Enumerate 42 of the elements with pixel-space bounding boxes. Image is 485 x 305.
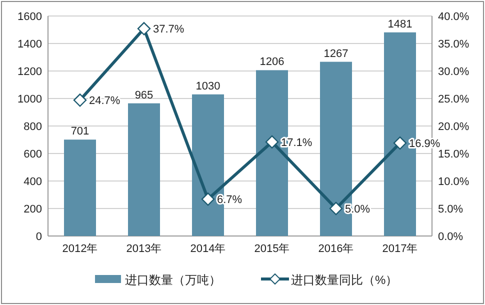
bar	[64, 140, 96, 236]
x-tick-label: 2013年	[126, 243, 162, 255]
y2-tick-label: 40.0%	[438, 11, 470, 23]
y-tick-label: 1000	[18, 94, 42, 106]
y2-tick-label: 25.0%	[438, 94, 470, 106]
data-label: 701	[70, 126, 90, 138]
data-label: 1481	[388, 18, 412, 30]
point	[73, 94, 87, 107]
y-tick-label: 1400	[18, 38, 42, 50]
y-tick-label: 0	[36, 231, 42, 243]
data-label: 1267	[324, 48, 348, 60]
data-label: 1030	[196, 80, 220, 92]
point	[393, 136, 407, 150]
bar	[128, 103, 160, 236]
x-tick-label: 2017年	[382, 243, 418, 255]
x-tick-label: 2015年	[254, 243, 290, 255]
data-label: 24.7%	[89, 95, 120, 108]
legend-label: 进口数量同比（%）	[291, 273, 398, 287]
y2-tick-label: 20.0%	[438, 121, 470, 133]
y2-tick-label: 15.0%	[438, 148, 470, 160]
y2-tick-label: 5.0%	[438, 204, 464, 216]
legend-label: 进口数量（万吨）	[125, 273, 221, 287]
y-tick-label: 600	[24, 148, 42, 160]
x-tick-label: 2012年	[62, 243, 98, 255]
y-tick-label: 400	[24, 176, 42, 188]
point	[201, 192, 215, 206]
y-tick-label: 1200	[18, 66, 42, 78]
y-tick-label: 800	[24, 121, 42, 133]
point	[265, 135, 279, 149]
data-label: 1206	[260, 56, 284, 68]
y2-tick-label: 30.0%	[438, 66, 470, 78]
y2-tick-label: 35.0%	[438, 38, 470, 50]
point	[137, 22, 151, 36]
data-label: 965	[134, 89, 154, 102]
y2-tick-label: 10.0%	[438, 176, 470, 188]
y-tick-label: 1600	[18, 11, 42, 23]
x-tick-label: 2014年	[190, 243, 226, 255]
y2-tick-label: 0.0%	[438, 231, 464, 243]
point	[329, 202, 343, 216]
y-tick-label: 200	[24, 204, 42, 216]
x-tick-label: 2016年	[318, 243, 354, 255]
data-label: 37.7%	[153, 24, 184, 36]
